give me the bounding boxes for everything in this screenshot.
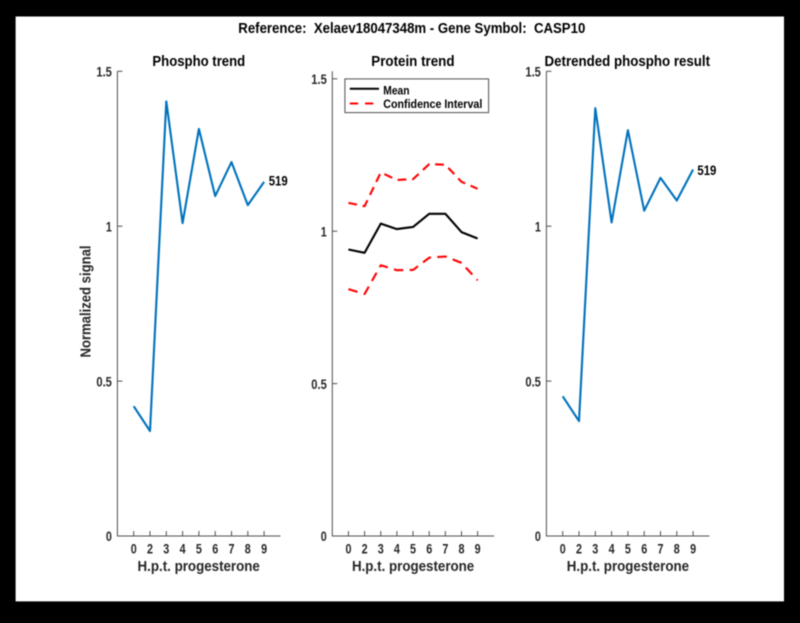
svg-text:1.5: 1.5 bbox=[525, 65, 541, 80]
svg-text:5: 5 bbox=[625, 541, 631, 556]
svg-text:1.5: 1.5 bbox=[96, 65, 112, 80]
svg-text:3: 3 bbox=[378, 541, 384, 556]
svg-text:6: 6 bbox=[641, 541, 647, 556]
svg-text:H.p.t. progesterone: H.p.t. progesterone bbox=[352, 559, 474, 575]
svg-text:0: 0 bbox=[106, 529, 112, 544]
svg-text:9: 9 bbox=[690, 541, 696, 556]
svg-text:1: 1 bbox=[106, 219, 112, 234]
svg-text:1.5: 1.5 bbox=[311, 72, 327, 87]
svg-text:4: 4 bbox=[180, 541, 186, 556]
svg-text:5: 5 bbox=[196, 541, 202, 556]
svg-text:2: 2 bbox=[147, 541, 153, 556]
svg-text:5: 5 bbox=[410, 541, 416, 556]
svg-text:4: 4 bbox=[609, 541, 615, 556]
svg-text:Detrended phospho result: Detrended phospho result bbox=[545, 53, 711, 70]
svg-text:H.p.t. progesterone: H.p.t. progesterone bbox=[567, 559, 689, 575]
svg-text:8: 8 bbox=[459, 541, 465, 556]
svg-text:9: 9 bbox=[261, 541, 267, 556]
svg-text:7: 7 bbox=[658, 541, 664, 556]
svg-text:0.5: 0.5 bbox=[96, 374, 112, 389]
svg-text:7: 7 bbox=[229, 541, 235, 556]
svg-text:Phospho trend: Phospho trend bbox=[152, 53, 245, 70]
svg-text:3: 3 bbox=[592, 541, 598, 556]
svg-text:2: 2 bbox=[362, 541, 368, 556]
svg-text:0: 0 bbox=[345, 541, 351, 556]
svg-text:3: 3 bbox=[163, 541, 169, 556]
svg-text:8: 8 bbox=[674, 541, 680, 556]
svg-text:6: 6 bbox=[426, 541, 432, 556]
svg-text:Reference: Xelaev18047348m -: Reference: Xelaev18047348m - Gene Symbol… bbox=[238, 20, 585, 37]
svg-text:2: 2 bbox=[576, 541, 582, 556]
svg-text:9: 9 bbox=[475, 541, 481, 556]
svg-text:0.5: 0.5 bbox=[311, 377, 327, 392]
svg-text:519: 519 bbox=[269, 174, 288, 189]
svg-text:0: 0 bbox=[535, 529, 541, 544]
svg-text:4: 4 bbox=[394, 541, 400, 556]
svg-text:6: 6 bbox=[212, 541, 218, 556]
svg-text:Mean: Mean bbox=[383, 83, 409, 97]
svg-text:0: 0 bbox=[131, 541, 137, 556]
svg-text:1: 1 bbox=[321, 224, 327, 239]
svg-text:Confidence Interval: Confidence Interval bbox=[383, 97, 482, 111]
svg-text:8: 8 bbox=[245, 541, 251, 556]
svg-text:7: 7 bbox=[442, 541, 448, 556]
svg-text:Protein trend: Protein trend bbox=[371, 53, 454, 70]
svg-text:0.5: 0.5 bbox=[525, 374, 541, 389]
svg-text:Normalized signal: Normalized signal bbox=[79, 246, 95, 358]
svg-text:519: 519 bbox=[697, 163, 716, 178]
svg-text:H.p.t. progesterone: H.p.t. progesterone bbox=[138, 559, 260, 575]
svg-text:1: 1 bbox=[535, 219, 541, 234]
svg-text:0: 0 bbox=[321, 529, 327, 544]
svg-text:0: 0 bbox=[560, 541, 566, 556]
